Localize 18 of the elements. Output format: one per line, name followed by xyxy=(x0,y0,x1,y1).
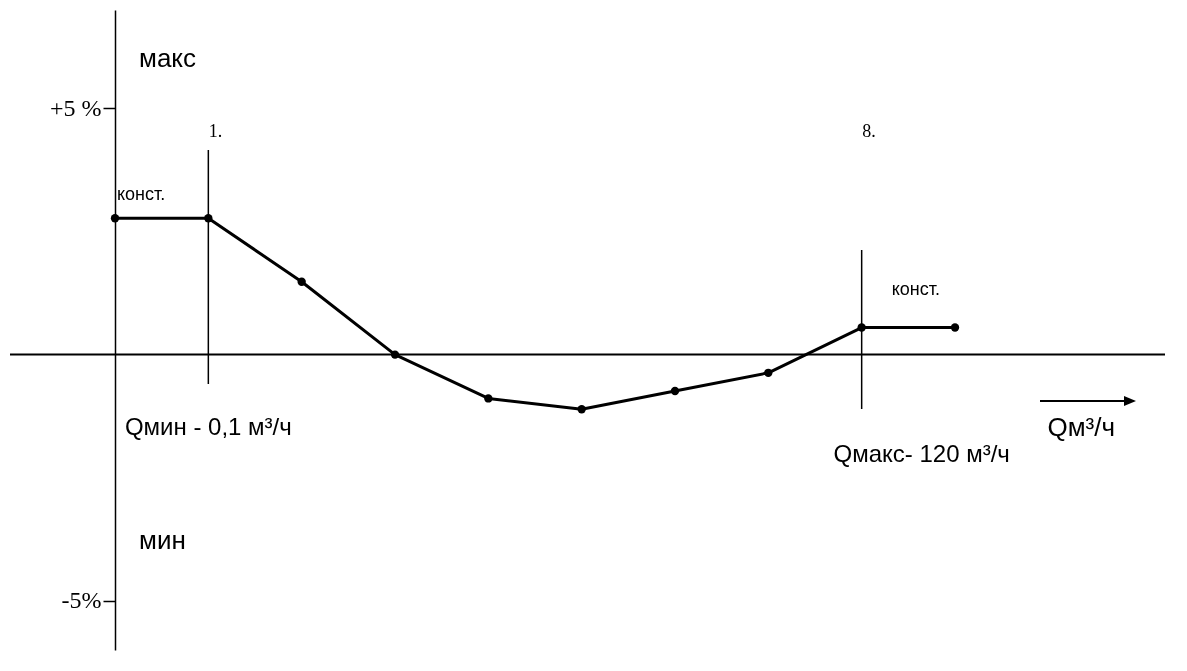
annotation: Qмин - 0,1 м³/ч xyxy=(124,413,292,440)
y-tick-label: +5 % xyxy=(49,94,102,121)
x-tick-label: 1. xyxy=(208,120,223,141)
x-axis-title: Qм³/ч xyxy=(1047,412,1115,442)
annotation: макс xyxy=(139,43,197,73)
point xyxy=(110,214,120,223)
annotation: Qмакс- 120 м³/ч xyxy=(833,440,1010,467)
point xyxy=(297,277,306,286)
point xyxy=(670,386,680,396)
annotation: конст. xyxy=(891,279,940,299)
annotation: конст. xyxy=(117,184,166,204)
point xyxy=(484,394,493,403)
point xyxy=(950,323,960,332)
x-tick-label: 8. xyxy=(862,120,876,141)
y-tick-label: -5% xyxy=(61,587,102,614)
annotation: мин xyxy=(139,525,186,555)
point xyxy=(577,405,586,414)
point xyxy=(764,368,773,378)
